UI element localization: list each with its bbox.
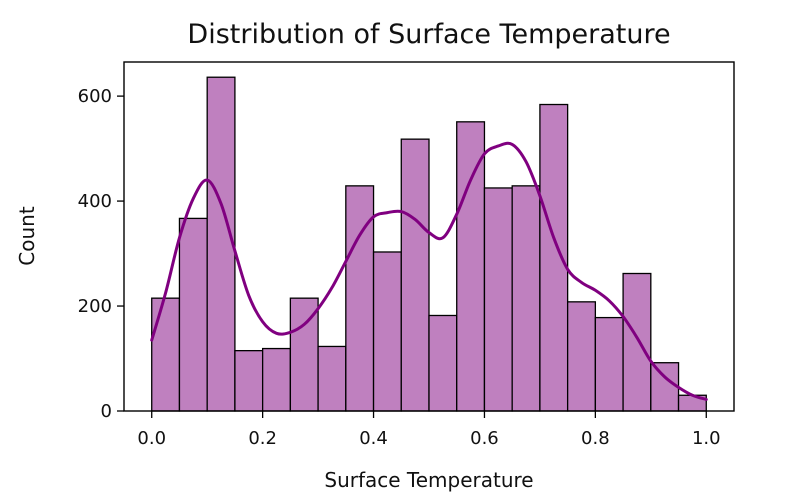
histogram-bar: [456, 121, 486, 412]
kde-curve: [150, 141, 708, 401]
x-tick-label: 0.8: [581, 428, 610, 449]
histogram-bar: [317, 345, 347, 412]
histogram-bar: [151, 297, 181, 412]
x-tick-label: 0.2: [248, 428, 277, 449]
bars-layer: [151, 76, 707, 412]
y-axis-ticks: 0 200 400 600: [78, 86, 124, 422]
histogram-bar: [400, 138, 430, 412]
histogram-bar: [289, 297, 319, 412]
histogram-bar: [566, 301, 597, 412]
histogram-bar: [594, 316, 624, 412]
y-tick-label: 400: [78, 191, 112, 212]
y-tick-label: 600: [78, 86, 112, 107]
x-tick-label: 0.4: [359, 428, 388, 449]
histogram-bar: [622, 272, 652, 412]
x-axis-label: Surface Temperature: [324, 468, 533, 492]
histogram-bar: [650, 362, 680, 412]
x-tick-label: 0.6: [470, 428, 499, 449]
y-tick-label: 200: [78, 296, 112, 317]
histogram-bar: [539, 103, 569, 412]
histogram-bar: [261, 347, 292, 412]
y-tick-label: 0: [101, 401, 112, 422]
kde-layer: [150, 141, 708, 401]
histogram-bar: [178, 217, 208, 412]
histogram-bar: [428, 314, 458, 412]
chart-title: Distribution of Surface Temperature: [187, 19, 670, 50]
histogram-bar: [234, 349, 264, 412]
histogram-bar: [372, 251, 402, 412]
histogram-bar: [206, 76, 236, 412]
x-axis-ticks: 0.0 0.2 0.4 0.6 0.8 1.0: [137, 411, 721, 449]
x-tick-label: 0.0: [137, 428, 166, 449]
histogram-bar: [483, 187, 513, 412]
x-tick-label: 1.0: [692, 428, 721, 449]
histogram-bar: [511, 185, 541, 412]
y-axis-label: Count: [15, 206, 39, 266]
plot-frame: [123, 61, 735, 412]
